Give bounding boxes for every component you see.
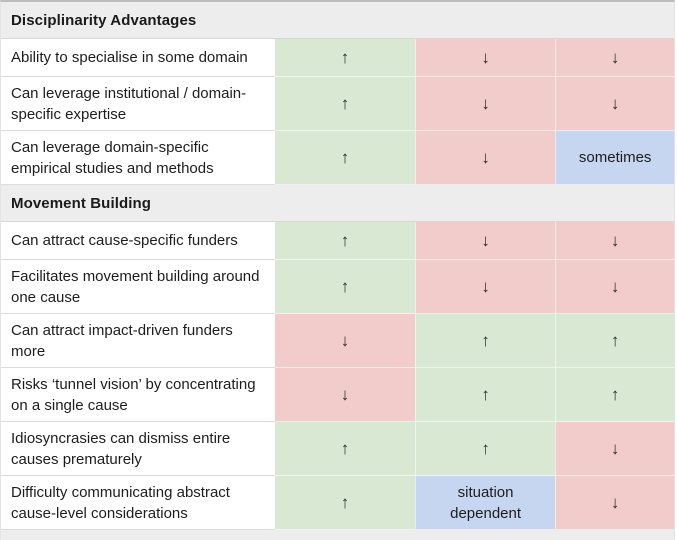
table-row: Difficulty communicating abstract cause-…: [1, 476, 674, 530]
down-arrow-icon: ↓: [481, 47, 490, 67]
row-label: Can leverage domain-specific empirical s…: [1, 131, 276, 185]
table-row: Can leverage domain-specific empirical s…: [1, 131, 674, 185]
rating-cell: sometimes: [555, 131, 674, 185]
rating-cell: ↓: [555, 222, 674, 260]
rating-cell: ↑: [414, 368, 556, 422]
table-row: Can attract impact-driven funders more ↓…: [1, 314, 674, 368]
section-header-disciplinarity: Disciplinarity Advantages: [1, 2, 674, 39]
row-label: Facilitates movement building around one…: [1, 260, 276, 314]
rating-cell: ↓: [555, 260, 674, 314]
rating-cell: ↑: [555, 314, 674, 368]
up-arrow-icon: ↑: [481, 438, 490, 458]
cell-text: sometimes: [578, 149, 652, 166]
row-label: Risks ‘tunnel vision’ by concentrating o…: [1, 368, 276, 422]
rating-cell: ↑: [414, 314, 556, 368]
rating-cell: ↓: [275, 314, 415, 368]
rating-cell: ↓: [555, 422, 674, 476]
next-section-header-partial: [1, 530, 674, 540]
up-arrow-icon: ↑: [340, 276, 350, 296]
down-arrow-icon: ↓: [481, 276, 490, 296]
rating-cell: ↓: [414, 77, 556, 131]
section-header-label: Movement Building: [11, 194, 152, 212]
down-arrow-icon: ↓: [610, 230, 620, 250]
rating-cell: ↓: [414, 222, 556, 260]
down-arrow-icon: ↓: [610, 492, 620, 512]
rating-cell: ↓: [555, 77, 674, 131]
section-header-label: Disciplinarity Advantages: [11, 11, 197, 29]
table-row: Ability to specialise in some domain ↑ ↓…: [1, 39, 674, 77]
row-label: Ability to specialise in some domain: [1, 39, 276, 77]
up-arrow-icon: ↑: [610, 330, 620, 350]
rating-cell: ↑: [275, 476, 415, 530]
rating-cell: ↓: [275, 368, 415, 422]
rating-cell: ↑: [275, 131, 415, 185]
up-arrow-icon: ↑: [481, 330, 490, 350]
up-arrow-icon: ↑: [340, 93, 350, 113]
up-arrow-icon: ↑: [340, 47, 350, 67]
row-label: Difficulty communicating abstract cause-…: [1, 476, 276, 530]
down-arrow-icon: ↓: [610, 438, 620, 458]
rating-cell: ↑: [275, 39, 415, 77]
up-arrow-icon: ↑: [340, 438, 350, 458]
down-arrow-icon: ↓: [610, 93, 620, 113]
up-arrow-icon: ↑: [340, 492, 350, 512]
table-row: Can attract cause-specific funders ↑ ↓ ↓: [1, 222, 674, 260]
rating-cell: ↑: [275, 222, 415, 260]
down-arrow-icon: ↓: [481, 230, 490, 250]
table-row: Idiosyncrasies can dismiss entire causes…: [1, 422, 674, 476]
rating-cell: ↑: [275, 260, 415, 314]
rating-cell: ↓: [555, 476, 674, 530]
down-arrow-icon: ↓: [340, 384, 350, 404]
rating-cell: situation dependent: [414, 476, 556, 530]
up-arrow-icon: ↑: [481, 384, 490, 404]
down-arrow-icon: ↓: [340, 330, 350, 350]
rating-cell: ↑: [414, 422, 556, 476]
up-arrow-icon: ↑: [340, 230, 350, 250]
down-arrow-icon: ↓: [610, 47, 620, 67]
down-arrow-icon: ↓: [481, 147, 490, 167]
rating-cell: ↑: [275, 77, 415, 131]
row-label: Can attract impact-driven funders more: [1, 314, 276, 368]
rating-cell: ↓: [414, 260, 556, 314]
rating-cell: ↓: [414, 131, 556, 185]
table-row: Facilitates movement building around one…: [1, 260, 674, 314]
row-label: Can attract cause-specific funders: [1, 222, 276, 260]
down-arrow-icon: ↓: [610, 276, 620, 296]
down-arrow-icon: ↓: [481, 93, 490, 113]
up-arrow-icon: ↑: [340, 147, 350, 167]
rating-cell: ↓: [555, 39, 674, 77]
table-row: Can leverage institutional / domain-spec…: [1, 77, 674, 131]
rating-cell: ↓: [414, 39, 556, 77]
row-label: Can leverage institutional / domain-spec…: [1, 77, 276, 131]
rating-cell: ↑: [275, 422, 415, 476]
row-label: Idiosyncrasies can dismiss entire causes…: [1, 422, 276, 476]
up-arrow-icon: ↑: [610, 384, 620, 404]
section-header-movement-building: Movement Building: [1, 185, 674, 222]
table-row: Risks ‘tunnel vision’ by concentrating o…: [1, 368, 674, 422]
cell-text: situation dependent: [450, 483, 522, 522]
rating-cell: ↑: [555, 368, 674, 422]
